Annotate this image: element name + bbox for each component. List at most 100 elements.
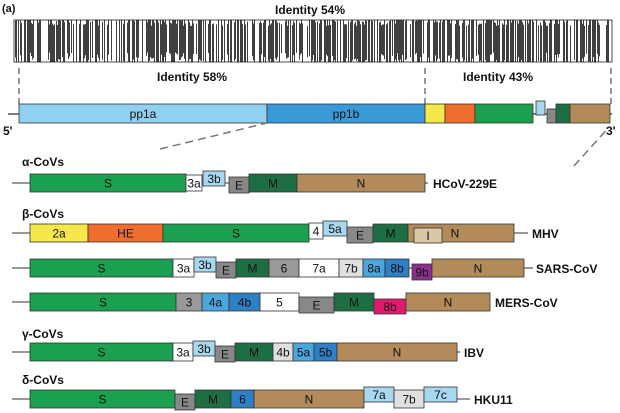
barcode-bar	[29, 20, 30, 62]
barcode-bar	[273, 20, 274, 62]
barcode-bar	[87, 20, 88, 62]
barcode-bar	[530, 20, 531, 62]
barcode-bar	[191, 25, 192, 63]
barcode-bar	[128, 20, 129, 62]
barcode-bar	[372, 21, 373, 63]
zoom-line-right	[573, 125, 611, 167]
barcode-bar	[40, 20, 41, 62]
barcode-bar	[540, 22, 541, 62]
barcode-bar	[478, 24, 479, 55]
barcode-bar	[288, 20, 289, 58]
barcode-bar	[95, 20, 96, 62]
barcode-bar	[152, 20, 153, 59]
barcode-bar	[523, 24, 524, 62]
gene-3a-box	[185, 174, 203, 192]
barcode-bar	[490, 20, 491, 55]
group-header: β-CoVs	[22, 207, 64, 221]
barcode-bar	[253, 23, 254, 61]
barcode-bar	[550, 20, 551, 62]
barcode-bar	[209, 20, 210, 62]
barcode-bar	[276, 20, 277, 60]
barcode-bar	[402, 20, 403, 55]
barcode-bar	[392, 20, 393, 56]
barcode-bar	[199, 20, 200, 60]
barcode-bar	[543, 20, 544, 62]
gene-7b-label: 7b	[344, 262, 358, 276]
barcode-bar	[371, 20, 372, 62]
barcode-bar	[84, 24, 85, 59]
identity-right-label: Identity 43%	[463, 70, 533, 84]
virus-group-mhv: β-CoVs 2a HE S 4 5a E M N I MHV	[12, 207, 559, 244]
barcode-bar	[551, 20, 552, 62]
gene-5a-label: 5a	[297, 346, 311, 360]
barcode-bar	[138, 20, 139, 58]
barcode-bar	[162, 20, 163, 62]
barcode-bar	[558, 23, 559, 58]
barcode-bar	[286, 20, 287, 59]
barcode-bar	[557, 20, 558, 55]
virus-name-label: MERS-CoV	[495, 296, 558, 310]
barcode-bar	[279, 22, 280, 62]
barcode-bar	[129, 20, 130, 62]
barcode-bar	[290, 20, 291, 62]
gene-e-label: E	[221, 348, 229, 362]
gene-e-label: E	[222, 264, 230, 278]
gene-n-box	[296, 173, 426, 193]
gene-8a-label: 8a	[367, 262, 381, 276]
barcode-bar	[15, 20, 16, 58]
barcode-bar	[57, 24, 58, 62]
gene-4b-label: 4b	[276, 346, 290, 360]
barcode-bar	[496, 25, 497, 61]
barcode-bar	[96, 20, 97, 62]
gene-s-label: S	[98, 393, 106, 407]
barcode-bar	[218, 20, 219, 62]
barcode-bar	[420, 20, 421, 58]
barcode-bar	[237, 20, 238, 62]
barcode-bar	[147, 22, 148, 53]
zoom-line-left	[159, 122, 268, 150]
barcode-bar	[499, 20, 500, 62]
gene-n-label: N	[357, 177, 366, 191]
barcode-bar	[277, 22, 278, 58]
barcode-bar	[97, 20, 98, 55]
barcode-bar	[510, 20, 511, 62]
barcode-bar	[268, 25, 269, 61]
group-header: γ-CoVs	[22, 327, 64, 341]
barcode-bar	[21, 22, 22, 62]
virus-name-label: SARS-CoV	[536, 262, 597, 276]
barcode-bar	[216, 24, 217, 62]
barcode-bar	[413, 20, 414, 62]
barcode-bar	[275, 20, 276, 59]
barcode-bar	[184, 20, 185, 59]
barcode-bar	[520, 20, 521, 62]
barcode-bar	[595, 20, 596, 62]
barcode-bar	[88, 20, 89, 61]
barcode-bar	[498, 25, 499, 62]
barcode-bar	[224, 20, 225, 62]
barcode-bar	[319, 23, 320, 63]
gene-8b-label: 8b	[383, 300, 397, 314]
barcode-bar	[527, 20, 528, 62]
barcode-bar	[227, 24, 228, 55]
barcode-bar	[92, 21, 93, 58]
barcode-bar	[533, 21, 534, 62]
barcode-bar	[415, 21, 416, 55]
barcode-bar	[459, 25, 460, 62]
barcode-bar	[56, 21, 57, 62]
barcode-bar	[18, 20, 19, 62]
barcode-bar	[107, 24, 108, 62]
barcode-bar	[124, 20, 125, 62]
barcode-bar	[261, 23, 262, 55]
barcode-bar	[293, 20, 294, 56]
barcode-bar	[142, 20, 143, 62]
gene-8b-box	[384, 258, 410, 278]
panel-label: (a)	[2, 3, 16, 15]
barcode-bar	[192, 20, 193, 62]
barcode-bar	[529, 20, 530, 62]
barcode-bar	[588, 25, 589, 63]
barcode-bar	[157, 20, 158, 62]
gene-6-label: 6	[239, 393, 246, 407]
barcode-bar	[90, 21, 91, 62]
barcode-bar	[481, 23, 482, 62]
barcode-bar	[593, 20, 594, 58]
